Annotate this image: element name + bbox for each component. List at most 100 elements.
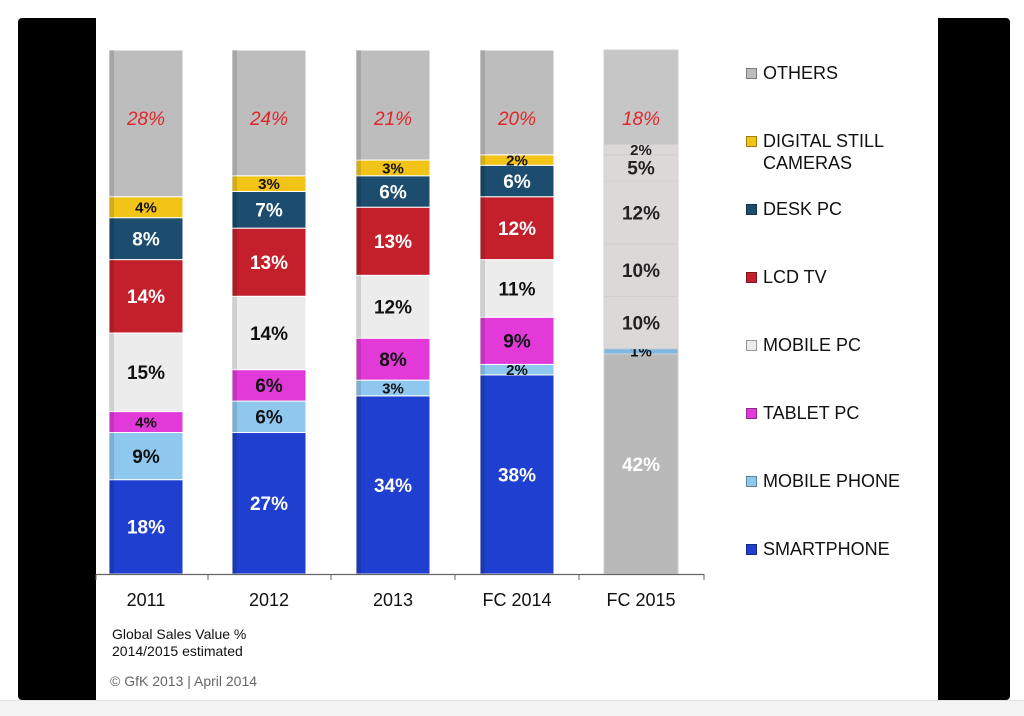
data-label: 2% — [506, 152, 528, 169]
data-label: 24% — [249, 109, 288, 130]
legend-label: OTHERS — [763, 63, 839, 83]
bar-segment — [603, 154, 679, 182]
data-label: 4% — [135, 200, 157, 217]
bar-segment — [355, 395, 431, 575]
data-label: 2% — [630, 142, 652, 159]
data-label: 18% — [622, 109, 660, 130]
legend-label: TABLET PC — [763, 403, 860, 423]
bar-stack-1: 27% 6% 6% 14% 13% 7% 3% 24% — [231, 49, 307, 575]
bar-segment — [108, 217, 184, 261]
bar-segment — [479, 164, 555, 198]
bar-segment — [479, 196, 555, 261]
page-bottom-strip — [0, 700, 1024, 716]
bar-segment — [479, 259, 555, 318]
bar-segment-shade — [232, 296, 237, 370]
bar-segment-shade — [356, 395, 361, 574]
legend-swatch — [746, 204, 757, 215]
legend-item: OTHERS — [746, 62, 838, 84]
bar-segment — [231, 227, 307, 297]
x-tick-label: 2012 — [249, 590, 289, 610]
data-label: 38% — [498, 465, 536, 486]
data-label: 10% — [622, 313, 660, 334]
data-label: 13% — [374, 232, 412, 253]
bar-segment-shade — [109, 479, 114, 574]
legend-item: MOBILE PC — [746, 334, 861, 356]
data-label: 3% — [258, 176, 280, 193]
bar-segment-shade — [232, 175, 237, 192]
bar-stack-3: 38% 2% 9% 11% 12% 6% 2% 20% — [479, 49, 555, 575]
bar-stack-0: 18% 9% 4% 15% 14% 8% 4% 28% — [108, 49, 184, 575]
bar-segment-shade — [480, 317, 485, 365]
data-label: 12% — [498, 219, 536, 240]
legend-swatch — [746, 476, 757, 487]
bar-segment-shade — [480, 259, 485, 318]
bar-segment — [479, 316, 555, 365]
data-label: 6% — [255, 376, 283, 397]
data-label: 6% — [379, 182, 407, 203]
copyright-text: © GfK 2013 | April 2014 — [110, 673, 258, 689]
legend-label: DESK PC — [763, 199, 843, 219]
bar-segment — [231, 190, 307, 229]
x-tick-label: FC 2015 — [606, 590, 675, 610]
legend-label: DIGITAL STILL CAMERAS — [763, 131, 885, 173]
data-label: 11% — [499, 279, 536, 300]
bar-segment — [231, 400, 307, 434]
data-label: 5% — [627, 159, 655, 180]
data-label: 20% — [497, 109, 536, 130]
bar-segment — [108, 332, 184, 413]
data-label: 9% — [503, 332, 531, 353]
legend-label: SMARTPHONE — [763, 539, 890, 559]
data-label: 14% — [127, 287, 165, 308]
bar-segment — [231, 295, 307, 371]
legend-label: MOBILE PC — [763, 335, 862, 355]
bar-segment — [231, 432, 307, 575]
data-label: 8% — [379, 350, 407, 371]
footnote-line-2: 2014/2015 estimated — [112, 643, 243, 659]
bar-segment-shade — [480, 154, 485, 166]
bar-segment-shade — [356, 275, 361, 339]
bar-segment-shade — [109, 259, 114, 333]
data-label: 7% — [255, 201, 283, 222]
bar-segment — [231, 369, 307, 402]
data-label: 2% — [506, 362, 528, 379]
legend-item: LCD TV — [746, 266, 827, 288]
bar-segment — [108, 259, 184, 334]
bar-segment-shade — [356, 338, 361, 381]
data-label: 9% — [132, 447, 160, 468]
bar-segment-shade — [480, 50, 485, 155]
bar-segment-shade — [109, 50, 114, 197]
x-tick-label: FC 2014 — [482, 590, 551, 610]
bar-stack-4: 42%1%10%10%12%5%2%18% — [603, 49, 679, 575]
data-label: 14% — [250, 324, 288, 345]
bar-segment-shade — [232, 369, 237, 402]
bar-segment-shade — [480, 196, 485, 260]
legend-item: MOBILE PHONE — [746, 470, 900, 492]
data-label: 3% — [382, 380, 404, 397]
data-label: 34% — [374, 476, 412, 497]
data-label: 15% — [127, 363, 165, 384]
legend-label: LCD TV — [763, 267, 827, 287]
bar-segment — [355, 337, 431, 381]
legend-swatch — [746, 68, 757, 79]
data-label: 13% — [250, 253, 288, 274]
bar-segment-shade — [109, 332, 114, 412]
legend-swatch — [746, 408, 757, 419]
bar-segment — [231, 49, 307, 177]
bar-segment-shade — [480, 364, 485, 375]
x-tick-label: 2011 — [127, 590, 166, 610]
bar-segment — [355, 175, 431, 208]
legend-swatch — [746, 340, 757, 351]
bar-segment-shade — [232, 401, 237, 433]
legend-swatch — [746, 544, 757, 555]
bar-segment — [108, 432, 184, 481]
data-label: 4% — [135, 414, 157, 431]
data-label: 42% — [622, 455, 660, 476]
data-label: 21% — [373, 109, 412, 130]
bar-segment-shade — [232, 50, 237, 176]
data-label: 10% — [622, 261, 660, 282]
bar-segment-shade — [109, 217, 114, 260]
bar-segment-shade — [232, 432, 237, 574]
data-label: 18% — [127, 518, 165, 539]
data-label: 12% — [374, 298, 412, 319]
bar-segment-shade — [109, 196, 114, 218]
